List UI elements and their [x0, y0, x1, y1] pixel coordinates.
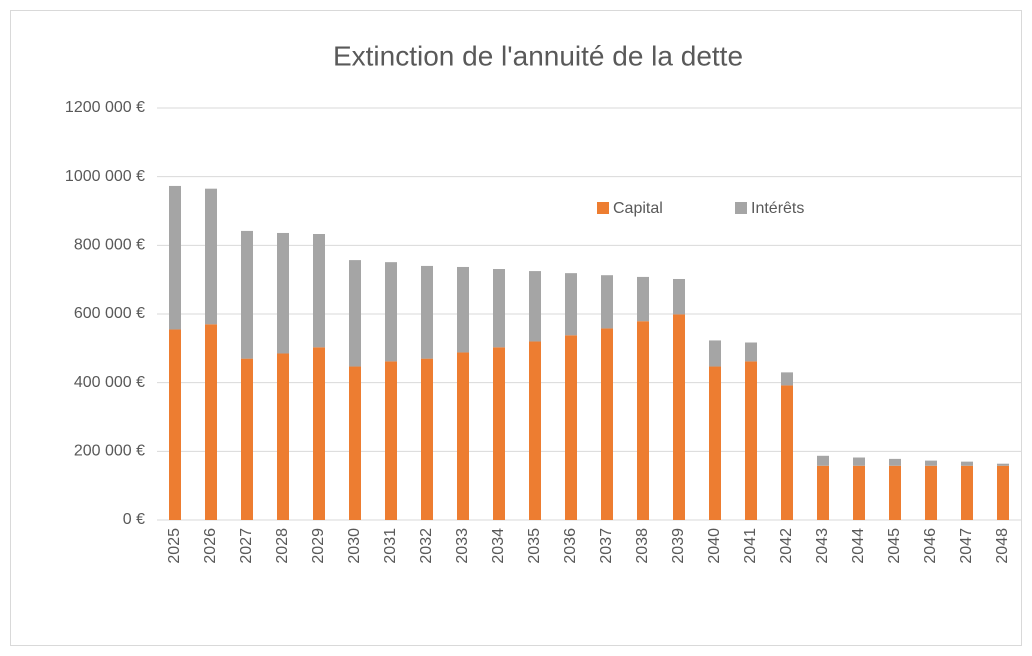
x-tick-label: 2034 — [490, 528, 507, 564]
bar-segment — [169, 185, 181, 330]
y-tick-label: 200 000 € — [74, 443, 145, 460]
bar-segment — [349, 366, 361, 520]
bar-segment — [529, 341, 541, 520]
bar-segment — [601, 328, 613, 520]
bar-segment — [457, 352, 469, 520]
legend-label: Intérêts — [751, 200, 804, 217]
bar-segment — [385, 361, 397, 520]
x-tick-label: 2030 — [346, 528, 363, 564]
x-tick-label: 2032 — [418, 528, 435, 564]
bar-segment — [313, 234, 325, 348]
y-tick-label: 800 000 € — [74, 237, 145, 254]
bar-segment — [925, 460, 937, 466]
bar-segment — [421, 265, 433, 359]
bar-segment — [673, 314, 685, 520]
bar-segment — [241, 230, 253, 359]
bar-segment — [709, 366, 721, 520]
x-tick-label: 2045 — [886, 528, 903, 564]
x-tick-label: 2037 — [598, 528, 615, 564]
bar-segment — [781, 372, 793, 386]
x-tick-label: 2029 — [310, 528, 327, 564]
y-tick-label: 1200 000 € — [65, 99, 145, 116]
bar-segment — [385, 262, 397, 362]
bar-segment — [493, 269, 505, 348]
x-tick-label: 2033 — [454, 528, 471, 564]
bar-segment — [637, 276, 649, 322]
bar-segment — [205, 324, 217, 520]
x-tick-label: 2025 — [166, 528, 183, 564]
x-tick-label: 2041 — [742, 528, 759, 564]
legend-swatch — [597, 202, 609, 214]
bar-segment — [997, 465, 1009, 520]
bar-segment — [781, 385, 793, 520]
y-tick-label: 0 € — [123, 511, 145, 528]
x-tick-label: 2040 — [706, 528, 723, 564]
bar-segment — [493, 347, 505, 520]
bar-segment — [709, 340, 721, 367]
bar-segment — [421, 358, 433, 520]
x-tick-label: 2044 — [850, 528, 867, 564]
bar-segment — [745, 361, 757, 520]
chart-title: Extinction de l'annuité de la dette — [333, 40, 743, 71]
bar-segment — [853, 465, 865, 520]
x-tick-label: 2043 — [814, 528, 831, 564]
x-tick-label: 2042 — [778, 528, 795, 564]
bar-segment — [961, 465, 973, 520]
x-tick-label: 2047 — [958, 528, 975, 564]
bar-segment — [457, 266, 469, 353]
bar-segment — [241, 358, 253, 520]
x-tick-label: 2031 — [382, 528, 399, 564]
legend-swatch — [735, 202, 747, 214]
bar-segment — [673, 278, 685, 315]
y-tick-label: 600 000 € — [74, 305, 145, 322]
y-tick-label: 400 000 € — [74, 374, 145, 391]
bar-segment — [961, 461, 973, 466]
bar-segment — [349, 260, 361, 367]
bar-segment — [637, 321, 649, 520]
x-tick-label: 2038 — [634, 528, 651, 564]
bar-segment — [997, 463, 1009, 466]
bar-segment — [925, 465, 937, 520]
bar-segment — [601, 275, 613, 329]
bar-segment — [169, 329, 181, 520]
x-tick-label: 2027 — [238, 528, 255, 564]
bar-segment — [529, 271, 541, 342]
y-tick-label: 1000 000 € — [65, 168, 145, 185]
x-tick-label: 2036 — [562, 528, 579, 564]
bar-segment — [277, 232, 289, 354]
legend-label: Capital — [613, 200, 663, 217]
x-tick-label: 2026 — [202, 528, 219, 564]
bar-segment — [313, 347, 325, 520]
bar-segment — [853, 457, 865, 466]
bar-segment — [565, 273, 577, 336]
x-tick-label: 2039 — [670, 528, 687, 564]
bar-segment — [277, 353, 289, 520]
bar-segment — [817, 465, 829, 520]
bar-segment — [205, 188, 217, 325]
bar-segment — [817, 455, 829, 466]
chart-border — [10, 10, 1022, 646]
x-tick-label: 2035 — [526, 528, 543, 564]
bar-segment — [745, 342, 757, 362]
x-tick-label: 2028 — [274, 528, 291, 564]
x-tick-label: 2048 — [994, 528, 1011, 564]
bar-segment — [889, 458, 901, 466]
bar-segment — [565, 335, 577, 520]
bar-segment — [889, 465, 901, 520]
x-tick-label: 2046 — [922, 528, 939, 564]
